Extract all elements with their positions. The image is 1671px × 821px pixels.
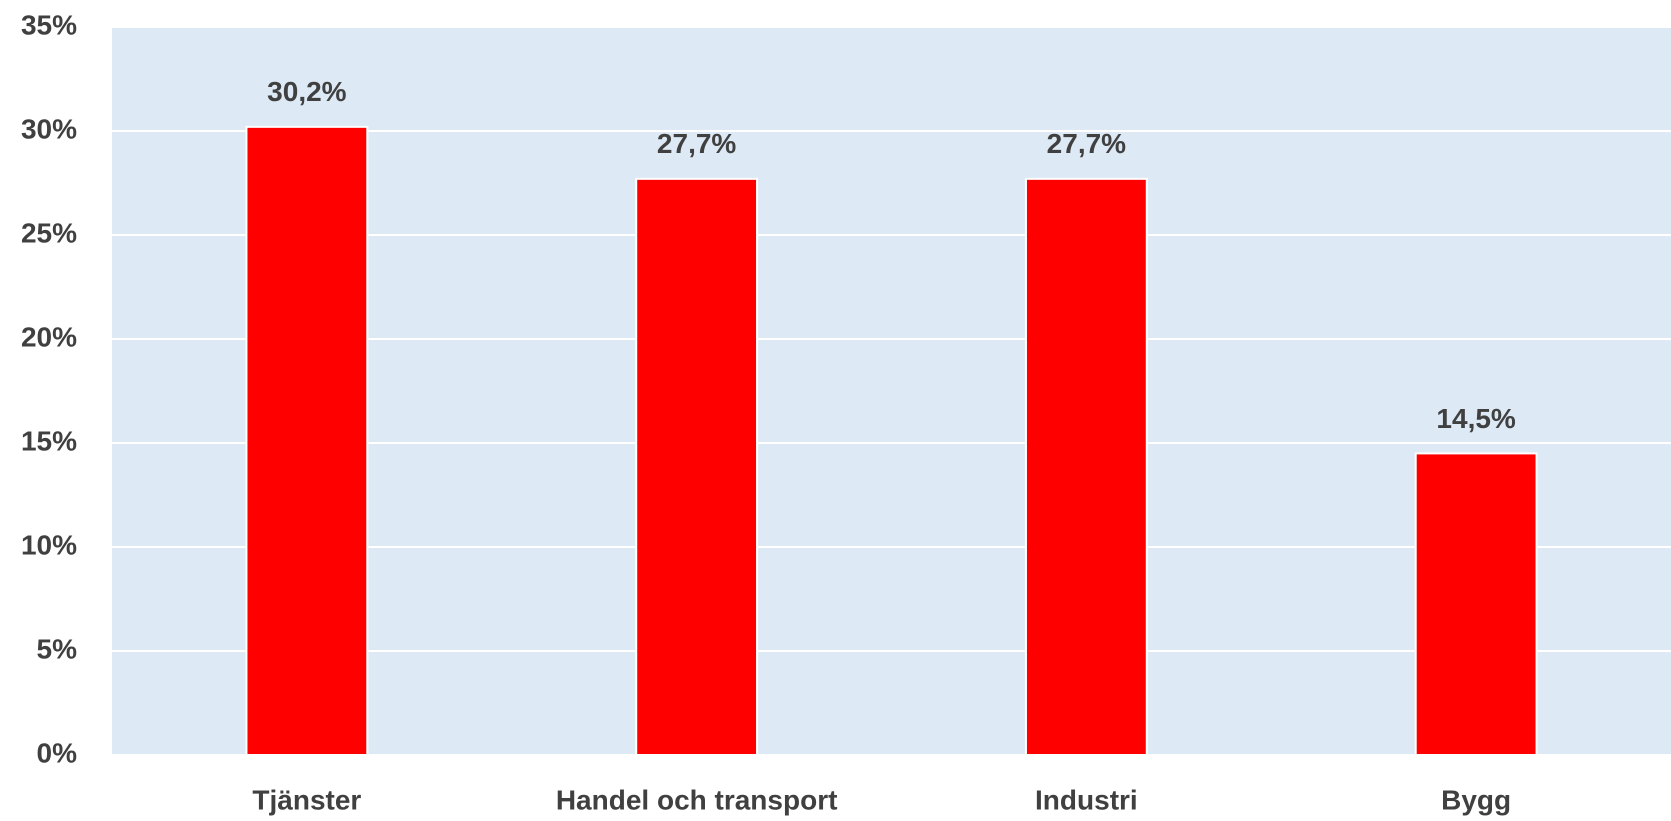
y-tick-label: 10% — [21, 529, 77, 560]
x-tick-label: Industri — [1035, 784, 1138, 815]
y-tick-label: 5% — [37, 633, 78, 664]
y-tick-label: 0% — [37, 737, 78, 768]
y-tick-label: 25% — [21, 217, 77, 248]
x-tick-label: Tjänster — [252, 784, 361, 815]
x-tick-label: Bygg — [1441, 784, 1511, 815]
bar — [1414, 452, 1538, 756]
plot-area — [112, 27, 1671, 755]
y-tick-label: 35% — [21, 9, 77, 40]
value-label: 14,5% — [1436, 403, 1515, 434]
bar — [245, 125, 369, 756]
value-label: 30,2% — [267, 76, 346, 107]
x-tick-label: Handel och transport — [556, 784, 838, 815]
y-tick-label: 20% — [21, 321, 77, 352]
y-tick-label: 30% — [21, 113, 77, 144]
value-label: 27,7% — [657, 128, 736, 159]
value-label: 27,7% — [1047, 128, 1126, 159]
bar — [635, 177, 759, 756]
y-tick-label: 15% — [21, 425, 77, 456]
bar — [1024, 177, 1148, 756]
